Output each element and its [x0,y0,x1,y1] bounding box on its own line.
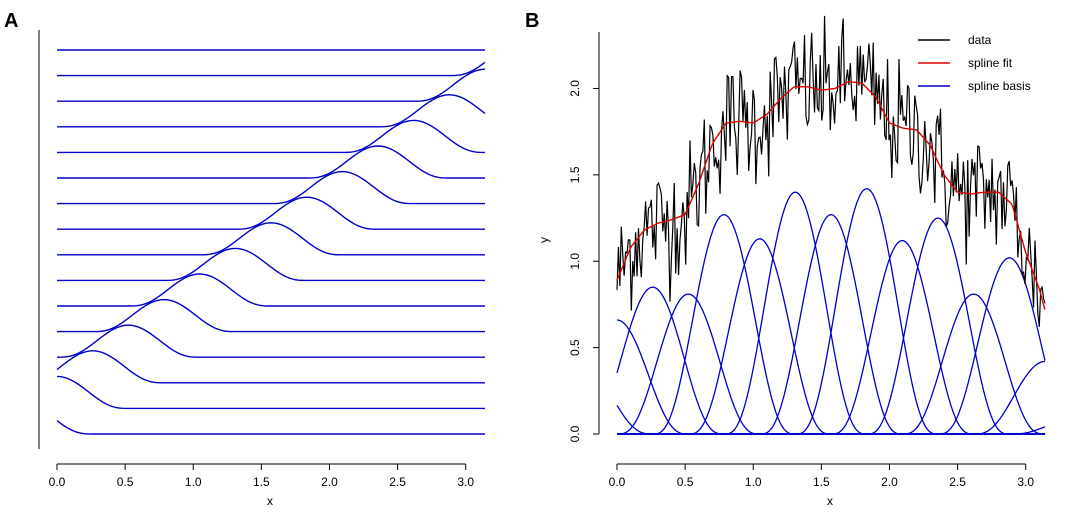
panel-b-basis-curve [617,360,1046,435]
panel-b-y-tick-label: 1.5 [568,166,582,183]
panel-a-x-tick-label: 3.0 [457,475,474,489]
panel-b-x-tick-label: 2.0 [881,475,898,489]
panel-b-x-tick-label: 2.5 [949,475,966,489]
panel-b-basis-curve [617,213,1045,435]
panel-b-basis-curve [617,217,1045,435]
panel-b-y-tick-label: 0.5 [568,339,582,356]
panel-b-y-tick-label: 2.0 [568,80,582,97]
panel-a-x-axis-label: x [267,494,273,508]
panel-b-basis-curve [617,293,1046,435]
panel-a-basis-curve [57,222,485,256]
panel-b-y-tick-label: 1.0 [568,253,582,270]
panel-letter-a: A [4,10,18,32]
panel-a-basis-curve [56,420,485,435]
panel-a-basis-curve [57,119,486,154]
panel-a-x-tick-label: 2.0 [321,475,338,489]
panel-b-basis-curve [617,213,1045,435]
panel-b-legend: data spline fit spline basis [918,33,1031,93]
panel-a-x-tick-label: 1.5 [253,475,270,489]
panel-b-y-axis-label: y [537,237,551,243]
legend-label: spline basis [968,79,1031,93]
panel-a-basis-curve [56,375,485,410]
panel-a-basis-curve [57,273,485,307]
panel-b-basis-curves [616,188,1046,435]
panel-a-basis-curve [57,170,485,205]
panel-a-axes: 0.0 0.5 1.0 1.5 2.0 2.5 3.0 [38,30,474,489]
panel-b-spline-fit-line [616,80,1046,310]
panel-a-basis-curve [57,145,485,179]
panel-a-basis-curve [57,94,486,128]
panel-a-basis-curve [57,247,485,282]
panel-b-axes: 0.0 0.5 1.0 1.5 2.0 2.5 3.0 0.0 0.5 1.0 1.5 2.0 [568,32,1034,489]
panel-a-x-tick-label: 1.0 [185,475,202,489]
panel-b-fit-series [616,80,1046,310]
panel-b-basis-curve [616,404,1045,435]
panel-b-basis-curve [617,239,1045,435]
panel-a-basis-curve [56,324,485,358]
panel-a-curves [56,49,486,435]
panel-b-x-tick-label: 3.0 [1017,475,1034,489]
panel-b-basis-curve [616,286,1045,435]
panel-b-x-tick-label: 0.5 [677,475,694,489]
panel-a: A 0.0 0.5 1.0 1.5 2.0 2.5 3.0 x [4,10,486,508]
panel-letter-b: B [525,10,539,32]
panel-b-x-tick-label: 1.0 [745,475,762,489]
panel-b-y-tick-label: 0.0 [568,425,582,442]
legend-label: data [968,33,992,47]
panel-b: B 0.0 0.5 1.0 1.5 2.0 2.5 3.0 0.0 0.5 1.0 1.5 2.0 d… [525,10,1046,508]
panel-a-basis-curve [57,196,485,230]
panel-a-x-tick-label: 0.0 [49,475,66,489]
panel-b-basis-curve [617,426,1046,435]
panel-a-x-tick-label: 0.5 [117,475,134,489]
legend-label: spline fit [968,56,1013,70]
panel-a-basis-curve [57,61,486,77]
panel-b-basis-curve [616,293,1045,435]
panel-a-basis-curve [57,298,485,333]
panel-a-basis-curve [56,350,485,384]
panel-a-x-tick-label: 2.5 [389,475,406,489]
panel-b-x-tick-label: 1.5 [813,475,830,489]
panel-b-data-line [616,15,1046,327]
panel-b-x-tick-label: 0.0 [609,475,626,489]
panel-b-x-axis-label: x [827,494,833,508]
panel-b-data-series [616,15,1046,327]
panel-a-basis-curve [57,68,486,102]
